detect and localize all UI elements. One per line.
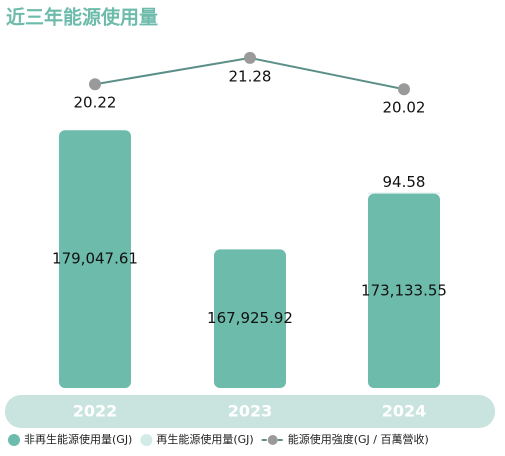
data-label: 167,925.92 <box>207 309 293 327</box>
x-tick-label: 2024 <box>382 402 427 421</box>
data-label: 20.22 <box>74 94 117 112</box>
data-label: 94.58 <box>383 173 426 191</box>
x-tick-label: 2023 <box>228 402 273 421</box>
line-marker <box>89 78 101 91</box>
legend-marker <box>8 434 20 446</box>
line-marker <box>244 51 256 64</box>
data-label: 21.28 <box>229 67 272 85</box>
x-tick-label: 2022 <box>73 402 118 421</box>
legend-label: 非再生能源使用量(GJ) <box>24 432 132 446</box>
legend-label: 能源使用強度(GJ / 百萬營收) <box>288 432 429 446</box>
data-label: 179,047.61 <box>52 250 138 268</box>
bar-segment <box>59 130 131 388</box>
legend-marker <box>267 435 278 445</box>
line-marker <box>398 83 410 96</box>
bar-segment <box>368 192 440 194</box>
legend-marker <box>140 434 153 446</box>
data-label: 173,133.55 <box>361 281 447 299</box>
legend-label: 再生能源使用量(GJ) <box>156 432 253 446</box>
data-label: 20.02 <box>383 99 426 117</box>
bar-segment <box>214 249 286 388</box>
bar-segment <box>368 193 440 388</box>
category-band <box>5 395 495 428</box>
chart-title: 近三年能源使用量 <box>6 6 158 29</box>
